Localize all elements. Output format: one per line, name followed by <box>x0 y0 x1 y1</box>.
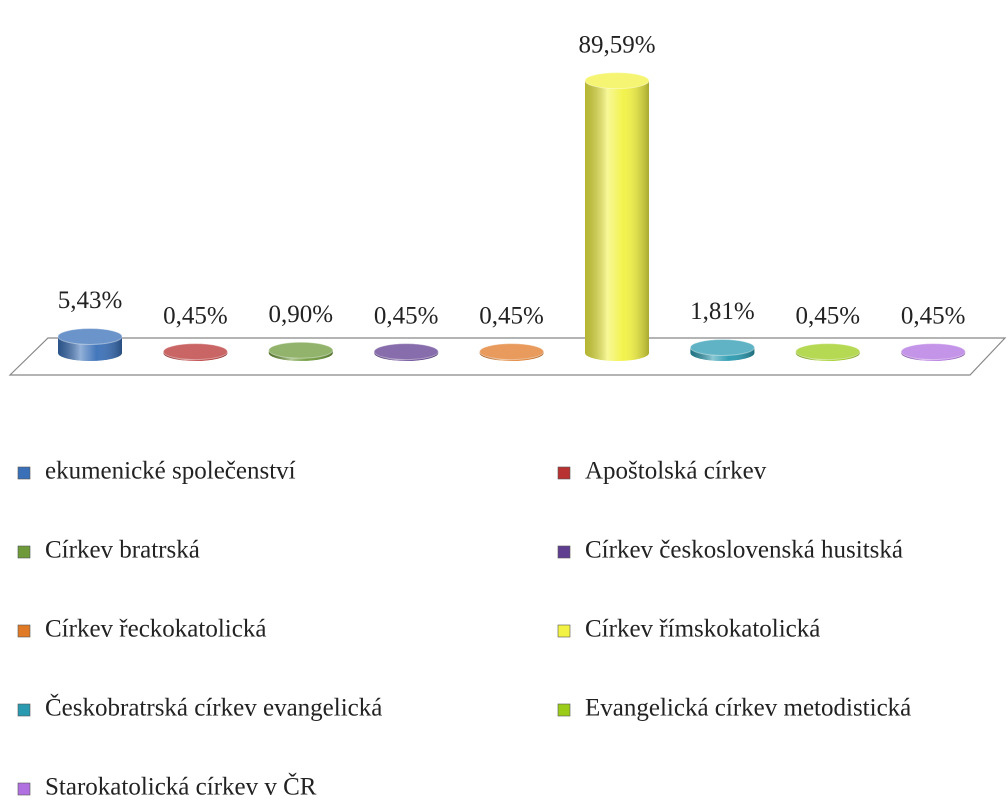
legend-label: Církev československá husitská <box>585 537 903 564</box>
bar-shade <box>585 80 649 362</box>
cylinder <box>795 343 861 361</box>
legend-label: ekumenické společenství <box>45 458 296 485</box>
bar-top <box>373 343 439 361</box>
cylinder <box>162 343 228 361</box>
legend-label: Církev římskokatolická <box>585 616 820 643</box>
bar-top-shade <box>585 72 649 89</box>
data-label: 0,90% <box>269 301 334 328</box>
legend-marker <box>17 703 31 717</box>
legend-label: Apoštolská církev <box>585 458 767 485</box>
cylinder <box>479 343 545 361</box>
bar-top-shade <box>690 339 755 356</box>
legend-marker <box>17 782 31 796</box>
bar-top <box>900 343 966 361</box>
cylinder <box>373 343 439 361</box>
bar-top <box>268 341 334 359</box>
legend-marker <box>557 703 571 717</box>
legend-label: Církev bratrská <box>45 537 200 564</box>
data-label: 1,81% <box>690 298 755 325</box>
cylinder <box>268 341 334 361</box>
bar-top-shade <box>374 343 439 360</box>
bar-top <box>689 338 755 356</box>
bar-top <box>584 72 650 90</box>
data-label: 0,45% <box>374 302 439 329</box>
data-label: 0,45% <box>901 302 966 329</box>
legend-marker <box>557 466 571 480</box>
bar-top-shade <box>901 343 966 360</box>
cylinder <box>689 338 755 361</box>
cylinder <box>900 343 966 361</box>
legend-label: Církev řeckokatolická <box>45 616 266 643</box>
legend-marker <box>557 545 571 559</box>
cylinder <box>57 327 123 361</box>
data-label: 5,43% <box>58 287 123 314</box>
cylinder <box>584 72 650 362</box>
bar-top-shade <box>795 343 860 360</box>
legend-label: Starokatolická církev v ČR <box>45 773 317 800</box>
bar-top-shade <box>163 343 228 360</box>
legend-label: Českobratrská církev evangelická <box>45 694 382 722</box>
bar-top-shade <box>268 342 333 359</box>
legend-marker <box>557 624 571 638</box>
data-label: 0,45% <box>796 302 861 329</box>
legend-marker <box>17 466 31 480</box>
bar-top <box>479 343 545 361</box>
legend-marker <box>17 624 31 638</box>
legend-marker <box>17 545 31 559</box>
bar-top-shade <box>479 343 544 360</box>
bar-top <box>162 343 228 361</box>
data-label: 0,45% <box>163 302 228 329</box>
data-label: 89,59% <box>578 31 655 58</box>
data-label: 0,45% <box>479 302 544 329</box>
bar-top-shade <box>58 328 122 345</box>
bar-top <box>57 327 123 345</box>
bar-top <box>795 343 861 361</box>
legend-label: Evangelická církev metodistická <box>585 695 911 722</box>
